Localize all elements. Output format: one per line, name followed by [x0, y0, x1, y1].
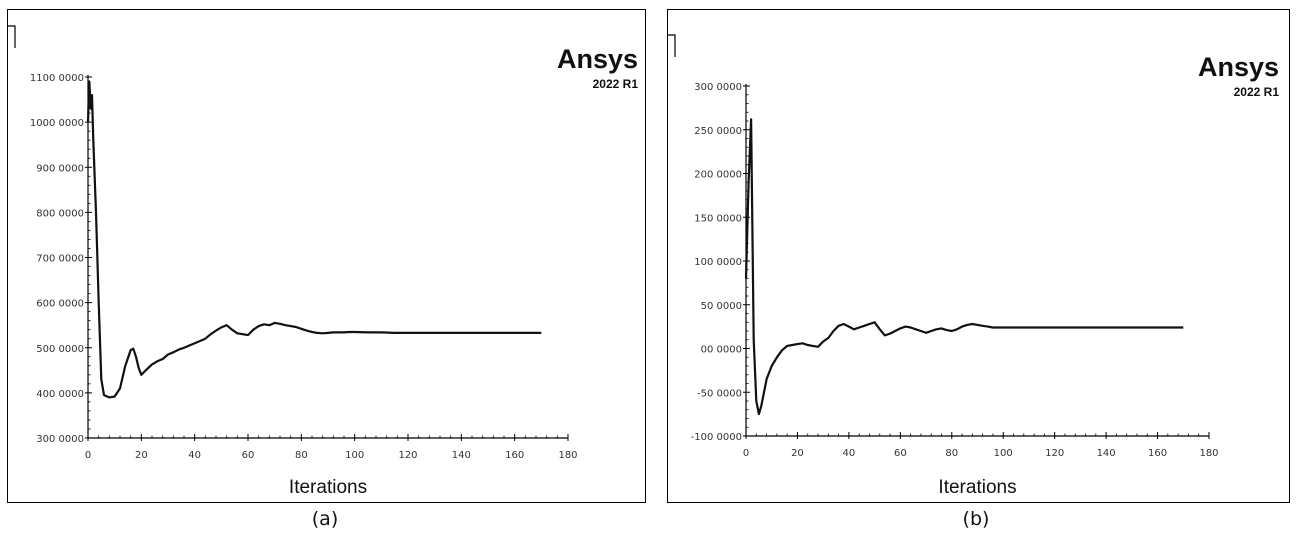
brand-name: Ansys	[557, 44, 638, 74]
brand-version: 2022 R1	[593, 77, 639, 91]
x-axis-label: Iterations	[289, 477, 367, 498]
x-tick-label: 160	[1148, 448, 1167, 459]
x-tick-label: 140	[1097, 448, 1116, 459]
caption-b: (b)	[962, 508, 990, 530]
y-tick-label: 1000 0000	[30, 118, 84, 129]
y-tick-label: -50 0000	[697, 388, 742, 399]
flag-bracket	[668, 34, 676, 57]
x-axis-label: Iterations	[938, 477, 1016, 498]
y-tick-label: 400 0000	[36, 389, 84, 400]
x-tick-label: 60	[894, 448, 907, 459]
x-tick-label: 20	[135, 450, 148, 461]
y-tick-label: 00 0000	[701, 345, 742, 356]
x-tick-label: 80	[945, 448, 958, 459]
caption-a: (a)	[311, 508, 339, 530]
x-tick-label: 0	[743, 448, 749, 459]
series-line	[744, 118, 1184, 416]
y-tick-label: 900 0000	[36, 163, 84, 174]
y-tick-label: 500 0000	[36, 344, 84, 355]
x-tick-label: 80	[295, 450, 308, 461]
y-tick-label: 250 0000	[694, 126, 742, 137]
x-tick-label: 20	[791, 448, 804, 459]
flag-bracket	[8, 25, 16, 48]
y-tick-label: 300 0000	[694, 82, 742, 93]
x-tick-label: 40	[843, 448, 856, 459]
y-tick-label: 200 0000	[694, 170, 742, 181]
x-tick-label: 180	[1199, 448, 1218, 459]
y-tick-label: 600 0000	[36, 299, 84, 310]
brand-name: Ansys	[1198, 52, 1279, 82]
y-tick-label: 150 0000	[694, 213, 742, 224]
y-tick-label: 1100 0000	[30, 73, 84, 84]
y-tick-label: 300 0000	[36, 434, 84, 445]
chart-b-svg: Ansys 2022 R1 -100 0000 -50 0000 00 0000 50 0…	[668, 34, 1280, 498]
x-tick-label: 100	[994, 448, 1013, 459]
x-tick-label: 160	[505, 450, 524, 461]
y-tick-label: 100 0000	[694, 257, 742, 268]
x-tick-label: 100	[345, 450, 364, 461]
series-line	[86, 80, 542, 399]
chart-panel-b: Ansys 2022 R1 -100 0000 -50 0000 00 0000 50 0…	[667, 9, 1290, 503]
y-tick-label: 50 0000	[701, 301, 742, 312]
y-tick-label: 700 0000	[36, 254, 84, 265]
x-tick-label: 0	[85, 450, 91, 461]
chart-a-svg: Ansys 2022 R1 300 0000 400 0000 500 0000 600 …	[8, 25, 639, 498]
brand-version: 2022 R1	[1234, 85, 1280, 99]
y-tick-label: 800 0000	[36, 208, 84, 219]
x-tick-label: 180	[558, 450, 577, 461]
x-tick-label: 120	[398, 450, 417, 461]
y-tick-label: -100 0000	[691, 432, 742, 443]
x-tick-label: 120	[1045, 448, 1064, 459]
x-tick-label: 140	[452, 450, 471, 461]
x-tick-label: 40	[188, 450, 201, 461]
x-tick-label: 60	[242, 450, 255, 461]
chart-panel-a: Ansys 2022 R1 300 0000 400 0000 500 0000 600 …	[7, 9, 646, 503]
